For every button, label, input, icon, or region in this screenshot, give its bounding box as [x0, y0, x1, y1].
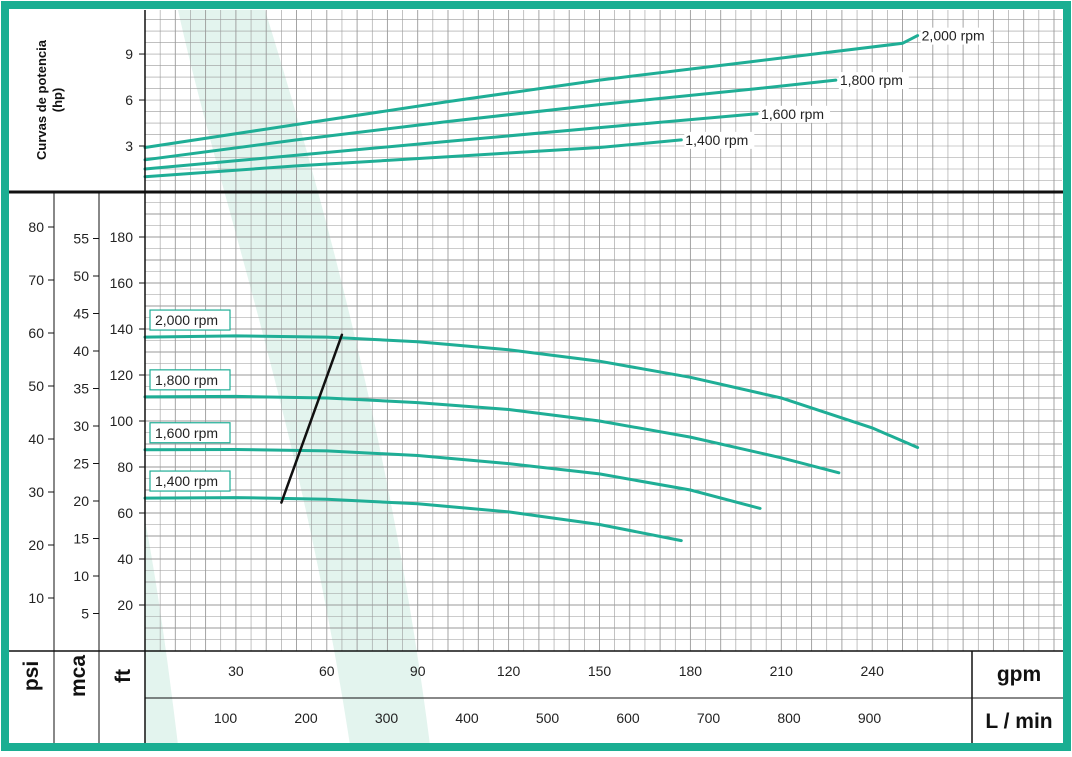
- mca-tick-label: 20: [73, 493, 89, 509]
- ft-axis-label: ft: [112, 669, 135, 683]
- background-band-lower: [145, 520, 178, 745]
- gpm-tick-label: 150: [588, 663, 612, 679]
- lmin-tick-label: 600: [616, 710, 640, 726]
- mca-axis-label: mca: [67, 655, 90, 697]
- head-curve-label-box: [149, 309, 231, 331]
- lmin-tick-label: 800: [777, 710, 801, 726]
- ft-tick-label: 80: [117, 459, 133, 475]
- gpm-tick-label: 120: [497, 663, 521, 679]
- psi-tick-label: 30: [28, 484, 44, 500]
- ft-tick-label: 120: [110, 367, 134, 383]
- mca-tick-label: 5: [81, 606, 89, 622]
- head-curve-label: 1,400 rpm: [155, 473, 218, 489]
- gpm-tick-label: 90: [410, 663, 426, 679]
- lmin-tick-label: 300: [375, 710, 399, 726]
- psi-tick-label: 20: [28, 537, 44, 553]
- mca-tick-label: 25: [73, 456, 89, 472]
- mca-tick-label: 35: [73, 381, 89, 397]
- mca-tick-label: 55: [73, 231, 89, 247]
- power-curve-label: 1,800 rpm: [840, 72, 903, 88]
- psi-tick-label: 70: [28, 272, 44, 288]
- power-curve-label-bg: [760, 105, 831, 123]
- lmin-tick-label: 700: [697, 710, 721, 726]
- hp-axis-label-line1: Curvas de potencia: [34, 39, 49, 160]
- mca-tick-label: 30: [73, 418, 89, 434]
- lmin-axis-label: L / min: [985, 710, 1052, 733]
- mca-tick-label: 45: [73, 306, 89, 322]
- ft-tick-label: 180: [110, 229, 134, 245]
- hp-tick-label: 3: [125, 138, 133, 154]
- power-curve-label: 1,400 rpm: [685, 132, 748, 148]
- ft-tick-label: 160: [110, 275, 134, 291]
- lmin-tick-label: 200: [294, 710, 318, 726]
- power-curve-label-bg: [684, 131, 755, 149]
- lmin-tick-label: 400: [455, 710, 479, 726]
- background-band: [178, 10, 430, 745]
- head-curve-1400: [143, 496, 683, 543]
- ft-tick-label: 100: [110, 413, 134, 429]
- psi-tick-label: 10: [28, 590, 44, 606]
- mca-tick-label: 50: [73, 268, 89, 284]
- gpm-tick-label: 60: [319, 663, 335, 679]
- ft-tick-label: 40: [117, 551, 133, 567]
- head-curve-label-box: [149, 369, 231, 391]
- hp-tick-label: 9: [125, 46, 133, 62]
- mca-tick-label: 15: [73, 531, 89, 547]
- head-curve-1600: [143, 447, 762, 510]
- psi-axis-label: psi: [20, 661, 43, 691]
- power-curve-1600: [143, 112, 759, 171]
- power-curve-label: 2,000 rpm: [922, 28, 985, 44]
- efficiency-line: [280, 333, 344, 504]
- head-curve-label-box: [149, 422, 231, 444]
- head-curve-label: 1,800 rpm: [155, 372, 218, 388]
- power-curve-label: 1,600 rpm: [761, 106, 824, 122]
- gpm-tick-label: 30: [228, 663, 244, 679]
- curves-layer: [143, 34, 920, 543]
- power-curve-label-bg: [838, 72, 909, 90]
- ft-tick-label: 140: [110, 321, 134, 337]
- hp-tick-label: 6: [125, 92, 133, 108]
- psi-tick-label: 60: [28, 325, 44, 341]
- lmin-tick-label: 100: [214, 710, 238, 726]
- head-curve-1800: [143, 394, 841, 475]
- psi-tick-label: 40: [28, 431, 44, 447]
- power-curve-label-bg: [920, 27, 991, 45]
- gpm-tick-label: 180: [679, 663, 703, 679]
- mca-tick-label: 40: [73, 343, 89, 359]
- background-layer: [145, 10, 430, 745]
- ft-tick-label: 60: [117, 505, 133, 521]
- psi-tick-label: 50: [28, 378, 44, 394]
- ft-tick-label: 20: [117, 597, 133, 613]
- lmin-tick-label: 500: [536, 710, 560, 726]
- gpm-axis-label: gpm: [997, 663, 1041, 686]
- power-curve-2000: [143, 34, 920, 149]
- power-curve-1800: [143, 78, 838, 162]
- head-curve-label: 1,600 rpm: [155, 425, 218, 441]
- lmin-tick-label: 900: [858, 710, 882, 726]
- head-curve-label-box: [149, 470, 231, 492]
- power-curve-1400: [143, 138, 683, 179]
- mca-tick-label: 10: [73, 568, 89, 584]
- text-layer: 2,000 rpm 1,800 rpm 1,600 rpm 1,400 rpm 2,00…: [20, 28, 1053, 733]
- gpm-tick-label: 210: [770, 663, 794, 679]
- gpm-tick-label: 240: [861, 663, 885, 679]
- hp-axis-label-line2: (hp): [50, 88, 65, 113]
- head-curve-label: 2,000 rpm: [155, 312, 218, 328]
- hp-axis-label: Curvas de potencia (hp): [34, 39, 65, 160]
- psi-tick-label: 80: [28, 219, 44, 235]
- head-curve-2000: [143, 334, 920, 449]
